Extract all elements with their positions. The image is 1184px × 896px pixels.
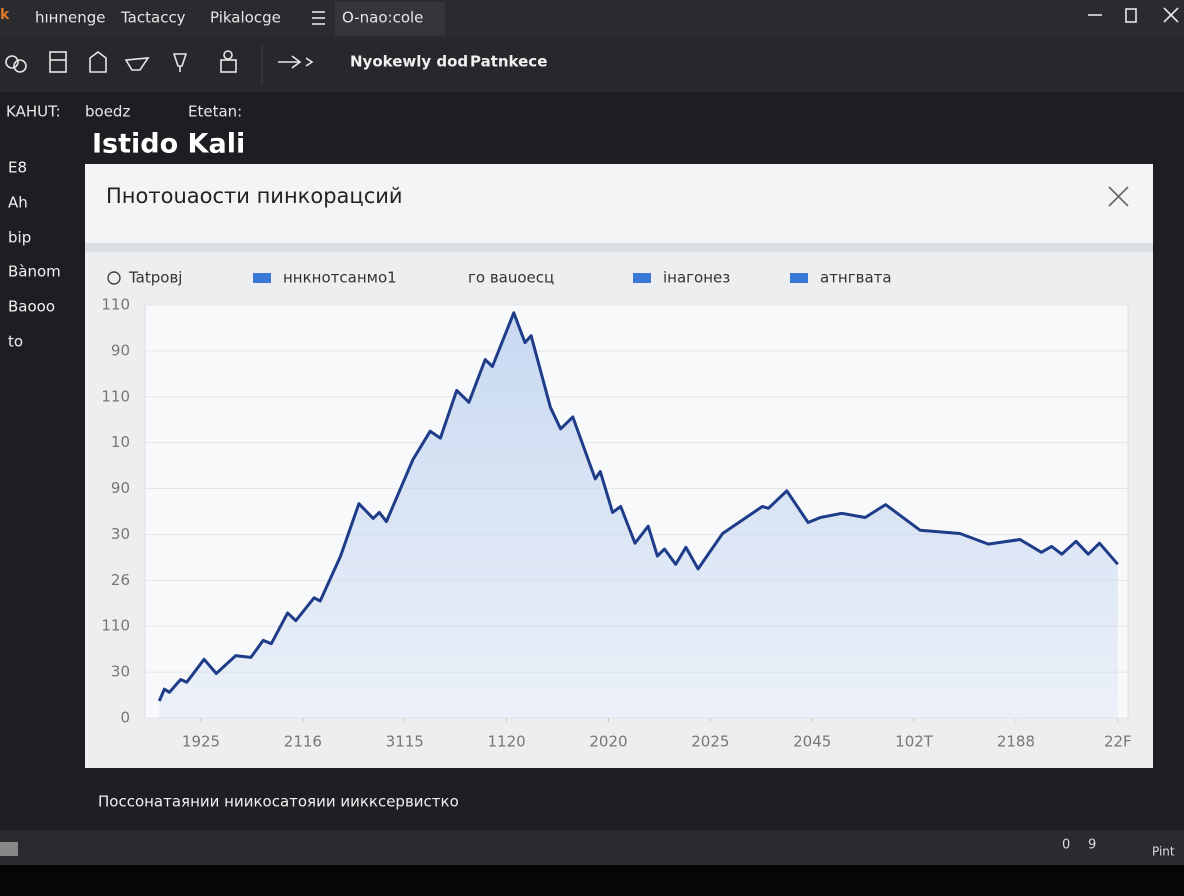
x-tick-label: 2020 <box>589 733 627 751</box>
app-icon: k <box>0 7 10 23</box>
y-tick-label: 110 <box>101 617 130 635</box>
x-tick-label: 1120 <box>488 733 526 751</box>
dialog-title: Пнотоuaости пинкоpaцсий <box>106 184 403 208</box>
line <box>157 311 1119 702</box>
heading: Istido Kali <box>92 129 245 160</box>
x-tick-label: 1925 <box>182 733 220 751</box>
legend-marker <box>253 273 271 283</box>
legend-marker <box>107 271 121 285</box>
menu-icon[interactable] <box>312 11 325 25</box>
legend-label: Tatpoвj <box>128 269 182 287</box>
field-label: Etetan: <box>188 103 242 121</box>
legend-label: інагонез <box>663 269 730 287</box>
legend-label: го ваuoесц <box>468 269 554 287</box>
divider <box>85 243 1153 252</box>
sidebar-item[interactable]: Baooo <box>8 298 55 316</box>
legend-marker <box>633 273 651 283</box>
x-tick-label: 2045 <box>793 733 831 751</box>
active-tab[interactable] <box>335 2 445 36</box>
sidebar-item[interactable]: Ah <box>8 194 28 212</box>
toolbar-icons[interactable] <box>5 50 314 73</box>
dialog-header <box>85 164 1153 244</box>
window-controls[interactable] <box>1088 7 1179 23</box>
sidebar-item[interactable]: bip <box>8 229 31 247</box>
field-value: boedz <box>85 103 130 121</box>
x-tick-label: 102T <box>895 733 934 751</box>
toolbar <box>0 38 1184 92</box>
status-item: Pint <box>1152 845 1175 859</box>
legend-label: ннкнотсанмо1 <box>283 269 397 287</box>
bezel <box>0 865 1184 896</box>
x-tick-label: 2025 <box>691 733 729 751</box>
status-item: 0 <box>1062 838 1070 853</box>
title-bar <box>0 0 1184 38</box>
y-tick-label: 90 <box>111 341 130 359</box>
y-tick-label: 0 <box>120 709 130 727</box>
legend-marker <box>790 273 808 283</box>
legend-label: атнгвата <box>820 269 892 287</box>
y-tick-label: 30 <box>111 525 130 543</box>
legend: Tatpoвj ннкнотсанмо1 го ваuoесц інагонез атн… <box>107 269 892 287</box>
status-icon <box>0 842 18 856</box>
toolbar-label[interactable]: Patnkece <box>470 53 547 71</box>
footer-text: Поссонатаянии ниикосатояии иикксервистко <box>98 793 459 811</box>
tab[interactable]: Pikalocge <box>210 9 281 27</box>
sidebar-item[interactable]: E8 <box>8 159 27 177</box>
close-button[interactable] <box>1108 186 1129 207</box>
y-tick-label: 26 <box>111 571 130 589</box>
sidebar-item[interactable]: Bànom <box>8 263 61 281</box>
y-tick-label: 30 <box>111 663 130 681</box>
footer <box>85 775 1153 828</box>
y-tick-label: 110 <box>101 387 130 405</box>
y-tick-label: 10 <box>111 433 130 451</box>
sidebar-item[interactable]: to <box>8 333 23 351</box>
toolbar-label[interactable]: Nyokewly dod <box>350 53 468 71</box>
status-bar <box>0 830 1184 865</box>
x-tick-label: 22F <box>1104 733 1132 751</box>
x-tick-label: 2116 <box>284 733 322 751</box>
status-item: 9 <box>1088 838 1096 853</box>
y-tick-label: 90 <box>111 479 130 497</box>
tab[interactable]: hıнnenge <box>35 9 105 27</box>
tab[interactable]: O-nao:cole <box>342 9 423 27</box>
area <box>159 312 1118 718</box>
y-tick-label: 110 <box>101 296 130 314</box>
plot: 0 30 110 26 30 90 10 110 90 110 1925 2116 3115 1120 20… <box>101 296 1131 751</box>
x-tick-label: 3115 <box>386 733 424 751</box>
tab[interactable]: Tactaccy <box>120 9 186 27</box>
field-label: KAHUT: <box>6 103 61 121</box>
x-tick-label: 2188 <box>997 733 1035 751</box>
